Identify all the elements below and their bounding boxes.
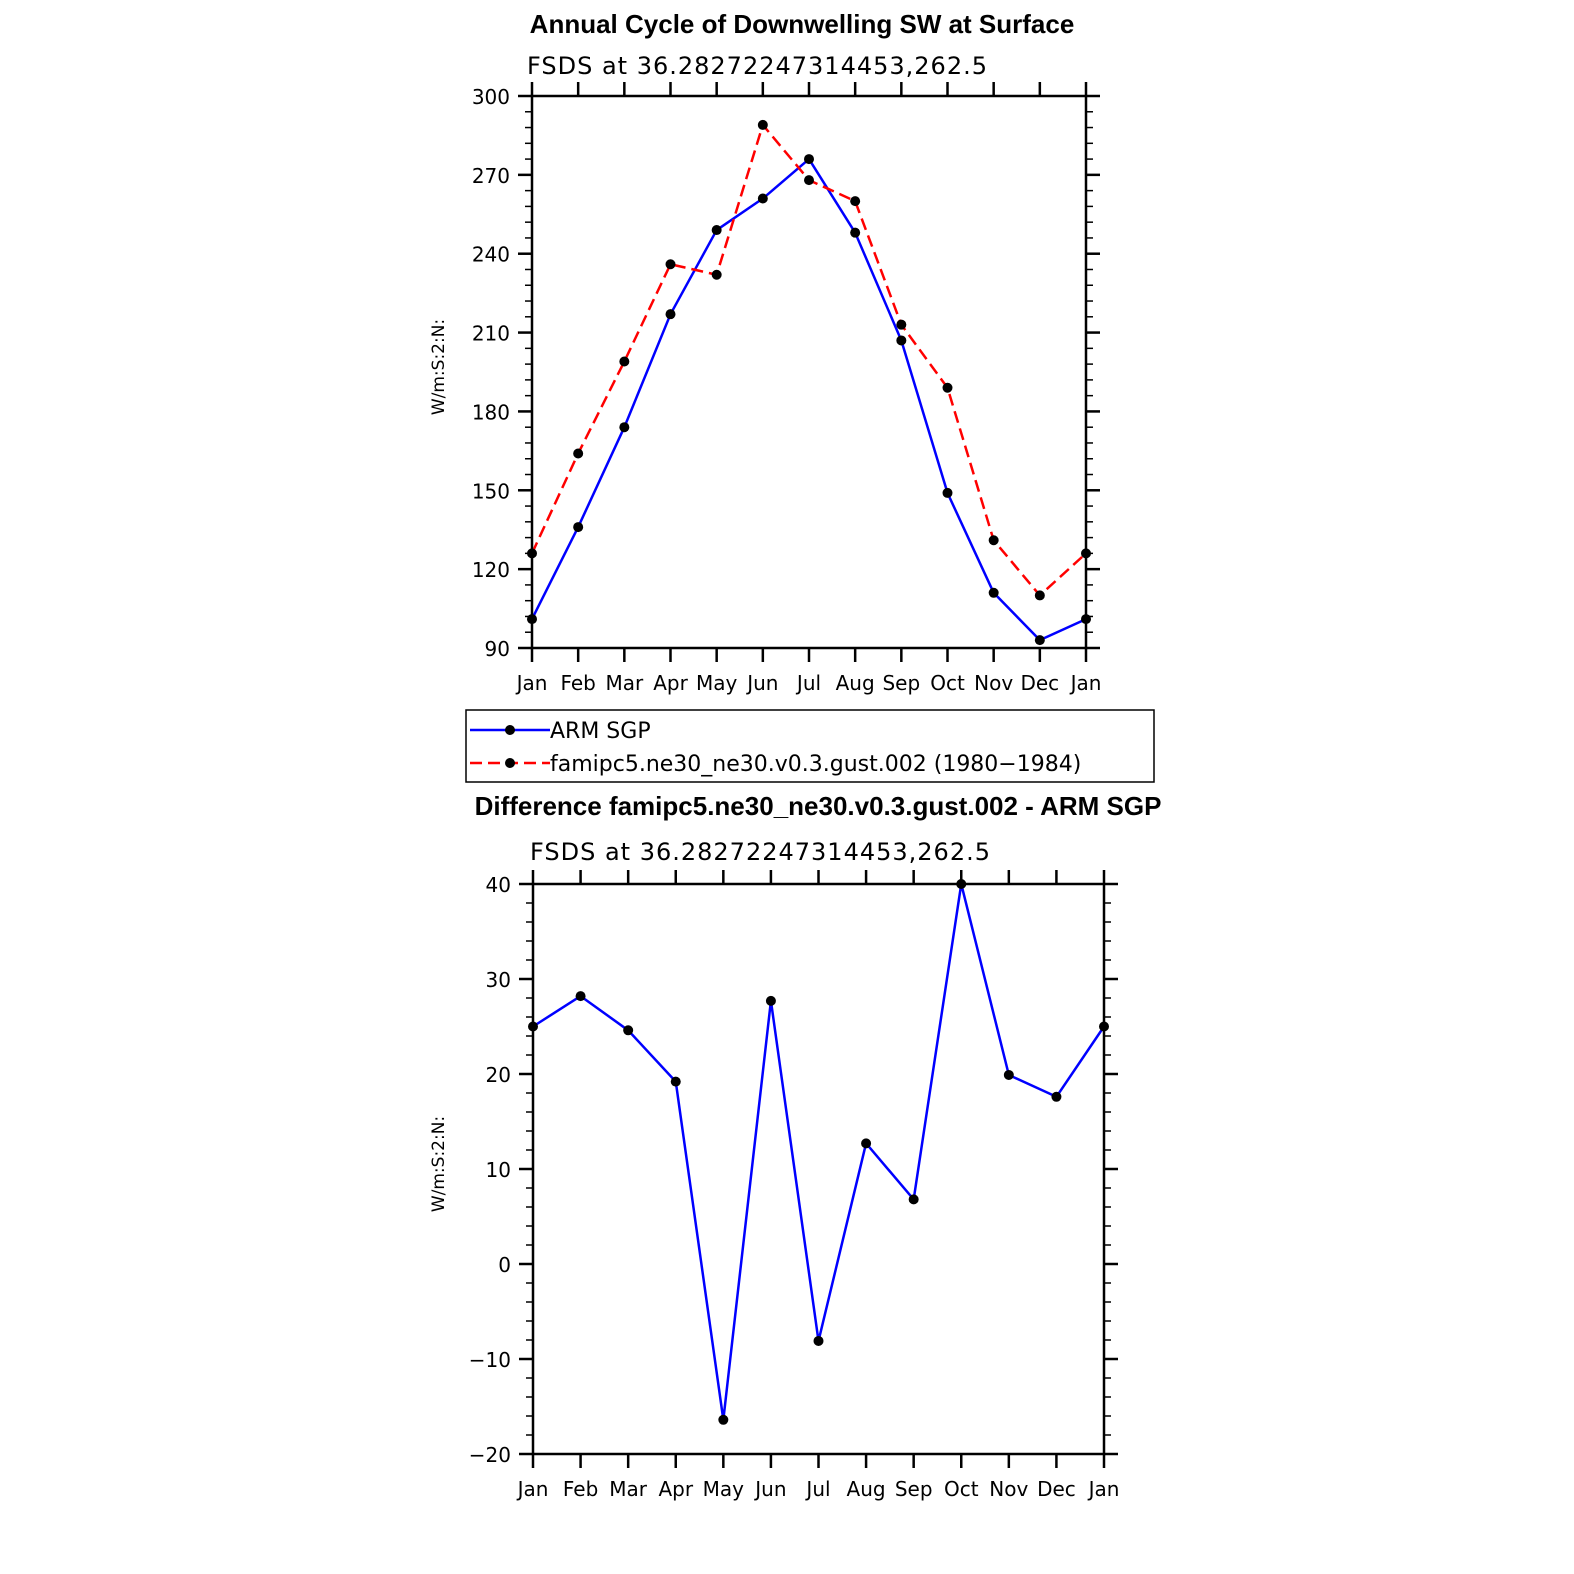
chart-title: Difference famipc5.ne30_ne30.v0.3.gust.0… xyxy=(475,791,1162,821)
data-point xyxy=(573,522,584,533)
data-point xyxy=(1034,635,1045,646)
data-point xyxy=(573,448,584,459)
data-point xyxy=(850,227,861,238)
data-point xyxy=(619,356,630,367)
x-tick-label: May xyxy=(703,1477,745,1501)
y-tick-label: 120 xyxy=(472,558,510,582)
data-point xyxy=(757,193,768,204)
y-axis-label: W/m:S:2:N: xyxy=(429,1116,449,1212)
y-tick-label: 30 xyxy=(486,968,511,992)
x-tick-label: Jan xyxy=(515,671,548,695)
x-tick-label: Aug xyxy=(847,1477,886,1501)
data-point xyxy=(942,487,953,498)
data-point xyxy=(956,879,967,889)
y-tick-label: 180 xyxy=(472,400,510,424)
legend: ARM SGP famipc5.ne30_ne30.v0.3.gust.002 … xyxy=(465,709,1155,783)
y-tick-label: 270 xyxy=(472,164,510,188)
x-tick-label: Sep xyxy=(895,1477,933,1501)
x-tick-label: Apr xyxy=(653,671,688,695)
annual-cycle-chart: Annual Cycle of Downwelling SW at Surfac… xyxy=(429,9,1101,695)
y-tick-label: 240 xyxy=(472,243,510,267)
x-tick-label: Jul xyxy=(804,1477,830,1501)
x-tick-label: Oct xyxy=(944,1477,979,1501)
difference-chart: Difference famipc5.ne30_ne30.v0.3.gust.0… xyxy=(429,791,1161,1501)
x-tick-label: May xyxy=(696,671,738,695)
series-line-1 xyxy=(530,123,1087,597)
x-tick-label: Nov xyxy=(989,1477,1028,1501)
x-tick-label: Feb xyxy=(560,671,595,695)
data-point xyxy=(765,995,776,1006)
y-tick-label: 300 xyxy=(472,85,510,109)
data-point xyxy=(757,119,768,130)
y-tick-label: 90 xyxy=(485,637,510,661)
legend-box xyxy=(465,709,1155,783)
data-point xyxy=(1081,614,1091,625)
x-tick-label: Jan xyxy=(516,1477,549,1501)
data-point xyxy=(665,309,676,320)
legend-label-model: famipc5.ne30_ne30.v0.3.gust.002 (1980−19… xyxy=(550,752,1081,777)
data-point xyxy=(670,1076,681,1087)
data-point xyxy=(575,991,586,1002)
x-tick-label: Aug xyxy=(836,671,875,695)
legend-label-arm-sgp: ARM SGP xyxy=(550,719,651,744)
data-point xyxy=(942,382,953,393)
data-point xyxy=(528,1021,538,1032)
x-tick-label: Mar xyxy=(609,1477,648,1501)
data-point xyxy=(527,614,537,625)
data-point xyxy=(665,259,676,270)
data-point xyxy=(1051,1091,1062,1102)
data-point xyxy=(1081,548,1091,559)
x-tick-label: Dec xyxy=(1037,1477,1076,1501)
data-point xyxy=(711,269,722,280)
y-tick-label: 40 xyxy=(486,873,511,897)
chart-title: Annual Cycle of Downwelling SW at Surfac… xyxy=(530,9,1075,39)
x-tick-label: Jun xyxy=(753,1477,786,1501)
y-tick-label: −10 xyxy=(469,1348,511,1372)
data-point xyxy=(804,175,814,186)
data-point xyxy=(804,154,814,165)
x-tick-label: Jan xyxy=(1069,671,1102,695)
x-tick-label: Mar xyxy=(605,671,644,695)
y-axis-label: W/m:S:2:N: xyxy=(429,319,449,415)
data-point xyxy=(988,587,999,598)
x-tick-label: Jul xyxy=(795,671,821,695)
chart-subtitle: FSDS at 36.28272247314453,262.5 xyxy=(527,52,988,80)
x-tick-label: Dec xyxy=(1020,671,1059,695)
y-tick-label: 210 xyxy=(472,322,510,346)
x-tick-label: Apr xyxy=(658,1477,693,1501)
data-point xyxy=(623,1025,634,1036)
y-tick-label: −20 xyxy=(469,1443,511,1467)
legend-marker-model xyxy=(505,758,515,768)
plot-frame xyxy=(531,882,1106,1456)
x-tick-label: Jan xyxy=(1087,1477,1120,1501)
data-point xyxy=(1003,1069,1014,1080)
data-point xyxy=(527,548,537,559)
data-point xyxy=(1034,590,1045,601)
data-point xyxy=(908,1194,919,1205)
x-tick-label: Jun xyxy=(745,671,778,695)
x-tick-label: Feb xyxy=(563,1477,598,1501)
data-point xyxy=(896,319,907,330)
data-point xyxy=(711,225,722,236)
series-line-0 xyxy=(530,157,1087,642)
data-point xyxy=(988,535,999,546)
y-tick-label: 0 xyxy=(498,1253,511,1277)
data-point xyxy=(861,1138,872,1149)
data-point xyxy=(896,335,907,346)
data-point xyxy=(1099,1021,1109,1032)
data-point xyxy=(813,1335,824,1346)
x-tick-label: Sep xyxy=(882,671,920,695)
chart-subtitle: FSDS at 36.28272247314453,262.5 xyxy=(530,838,991,866)
y-tick-label: 20 xyxy=(486,1063,511,1087)
data-point xyxy=(850,196,861,207)
data-point xyxy=(718,1414,729,1425)
y-tick-label: 150 xyxy=(472,479,510,503)
y-tick-label: 10 xyxy=(486,1158,511,1182)
legend-marker-arm-sgp xyxy=(505,725,515,735)
x-tick-label: Nov xyxy=(974,671,1013,695)
x-tick-label: Oct xyxy=(930,671,965,695)
data-point xyxy=(619,422,630,433)
